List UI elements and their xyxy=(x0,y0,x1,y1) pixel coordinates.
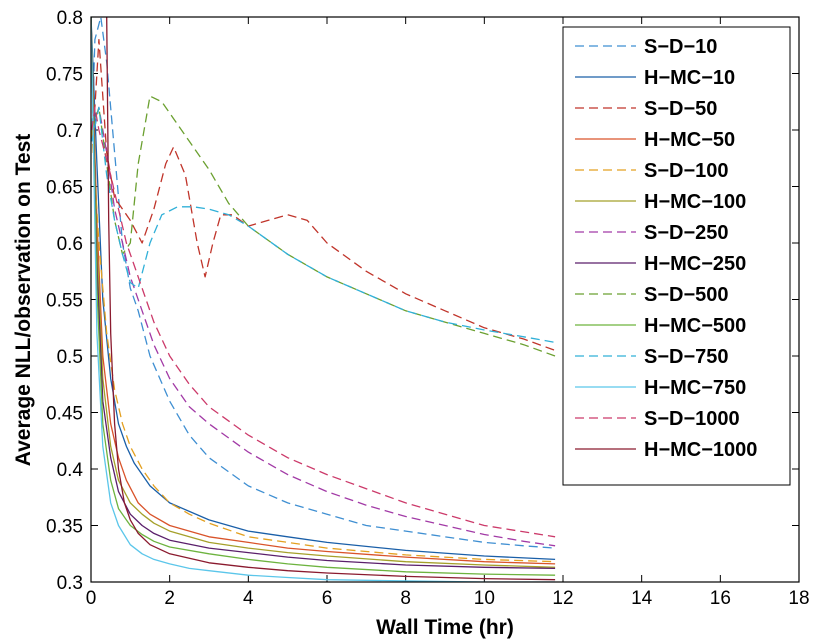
series-line xyxy=(91,95,556,357)
legend-label: H−MC−50 xyxy=(644,129,735,151)
legend-label: H−MC−1000 xyxy=(644,439,757,461)
y-tick-label: 0.75 xyxy=(46,65,83,86)
y-tick-label: 0.35 xyxy=(46,517,83,538)
y-tick-label: 0.4 xyxy=(57,460,84,481)
plot-frame xyxy=(90,16,800,583)
legend-label: H−MC−10 xyxy=(644,67,735,89)
series-line xyxy=(91,17,556,570)
series-line xyxy=(91,17,556,565)
legend-label: S−D−10 xyxy=(644,36,717,58)
legend-label: H−MC−500 xyxy=(644,315,746,337)
y-tick-label: 0.65 xyxy=(46,178,83,199)
series-line xyxy=(91,17,556,568)
x-tick-label: 2 xyxy=(164,588,175,609)
y-tick-label: 0.3 xyxy=(57,573,83,594)
x-tick-label: 0 xyxy=(86,588,97,609)
x-tick-label: 12 xyxy=(552,588,573,609)
legend-label: H−MC−250 xyxy=(644,253,746,275)
legend-label: H−MC−750 xyxy=(644,377,746,399)
series-line xyxy=(91,106,556,344)
y-tick-label: 0.5 xyxy=(57,347,83,368)
series-line xyxy=(91,38,556,352)
legend-label: S−D−50 xyxy=(644,98,717,120)
series-line xyxy=(91,17,556,561)
x-tick-label: 14 xyxy=(631,588,653,609)
legend-box xyxy=(562,26,791,486)
legend-label: S−D−1000 xyxy=(644,408,740,430)
series-line xyxy=(91,17,556,576)
x-tick-label: 6 xyxy=(322,588,333,609)
legend: S−D−10 H−MC−10 S−D−50 H−MC−50 S−D−100 H−MC−10… xyxy=(562,26,791,486)
x-axis-title: Wall Time (hr) xyxy=(376,616,514,639)
x-tick-label: 8 xyxy=(400,588,411,609)
y-tick-label: 0.8 xyxy=(57,8,83,29)
legend-label: S−D−750 xyxy=(644,346,729,368)
legend-label: H−MC−100 xyxy=(644,191,746,213)
legend-label: S−D−100 xyxy=(644,160,729,182)
y-axis-title: Average NLL/observation on Test xyxy=(12,134,35,467)
series-line xyxy=(91,106,556,538)
legend-label: S−D−500 xyxy=(644,284,729,306)
series-line xyxy=(91,106,556,547)
series-line xyxy=(91,17,556,549)
y-tick-label: 0.55 xyxy=(46,291,83,312)
y-tick-label: 0.45 xyxy=(46,404,83,425)
y-tick-label: 0.6 xyxy=(57,234,83,255)
legend-label: S−D−250 xyxy=(644,222,729,244)
series-line xyxy=(91,17,556,582)
series-line xyxy=(106,17,556,581)
series-layer xyxy=(91,17,556,582)
x-tick-label: 16 xyxy=(710,588,731,609)
x-tick-label: 18 xyxy=(788,588,809,609)
x-tick-label: 4 xyxy=(243,588,254,609)
tick-labels: 0 2 4 6 8 10 12 14 16 18 0.3 0.35 0.4 0.45 0.5 0.55 0.6 0… xyxy=(46,8,810,609)
y-tick-label: 0.7 xyxy=(57,121,83,142)
x-tick-label: 10 xyxy=(474,588,495,609)
